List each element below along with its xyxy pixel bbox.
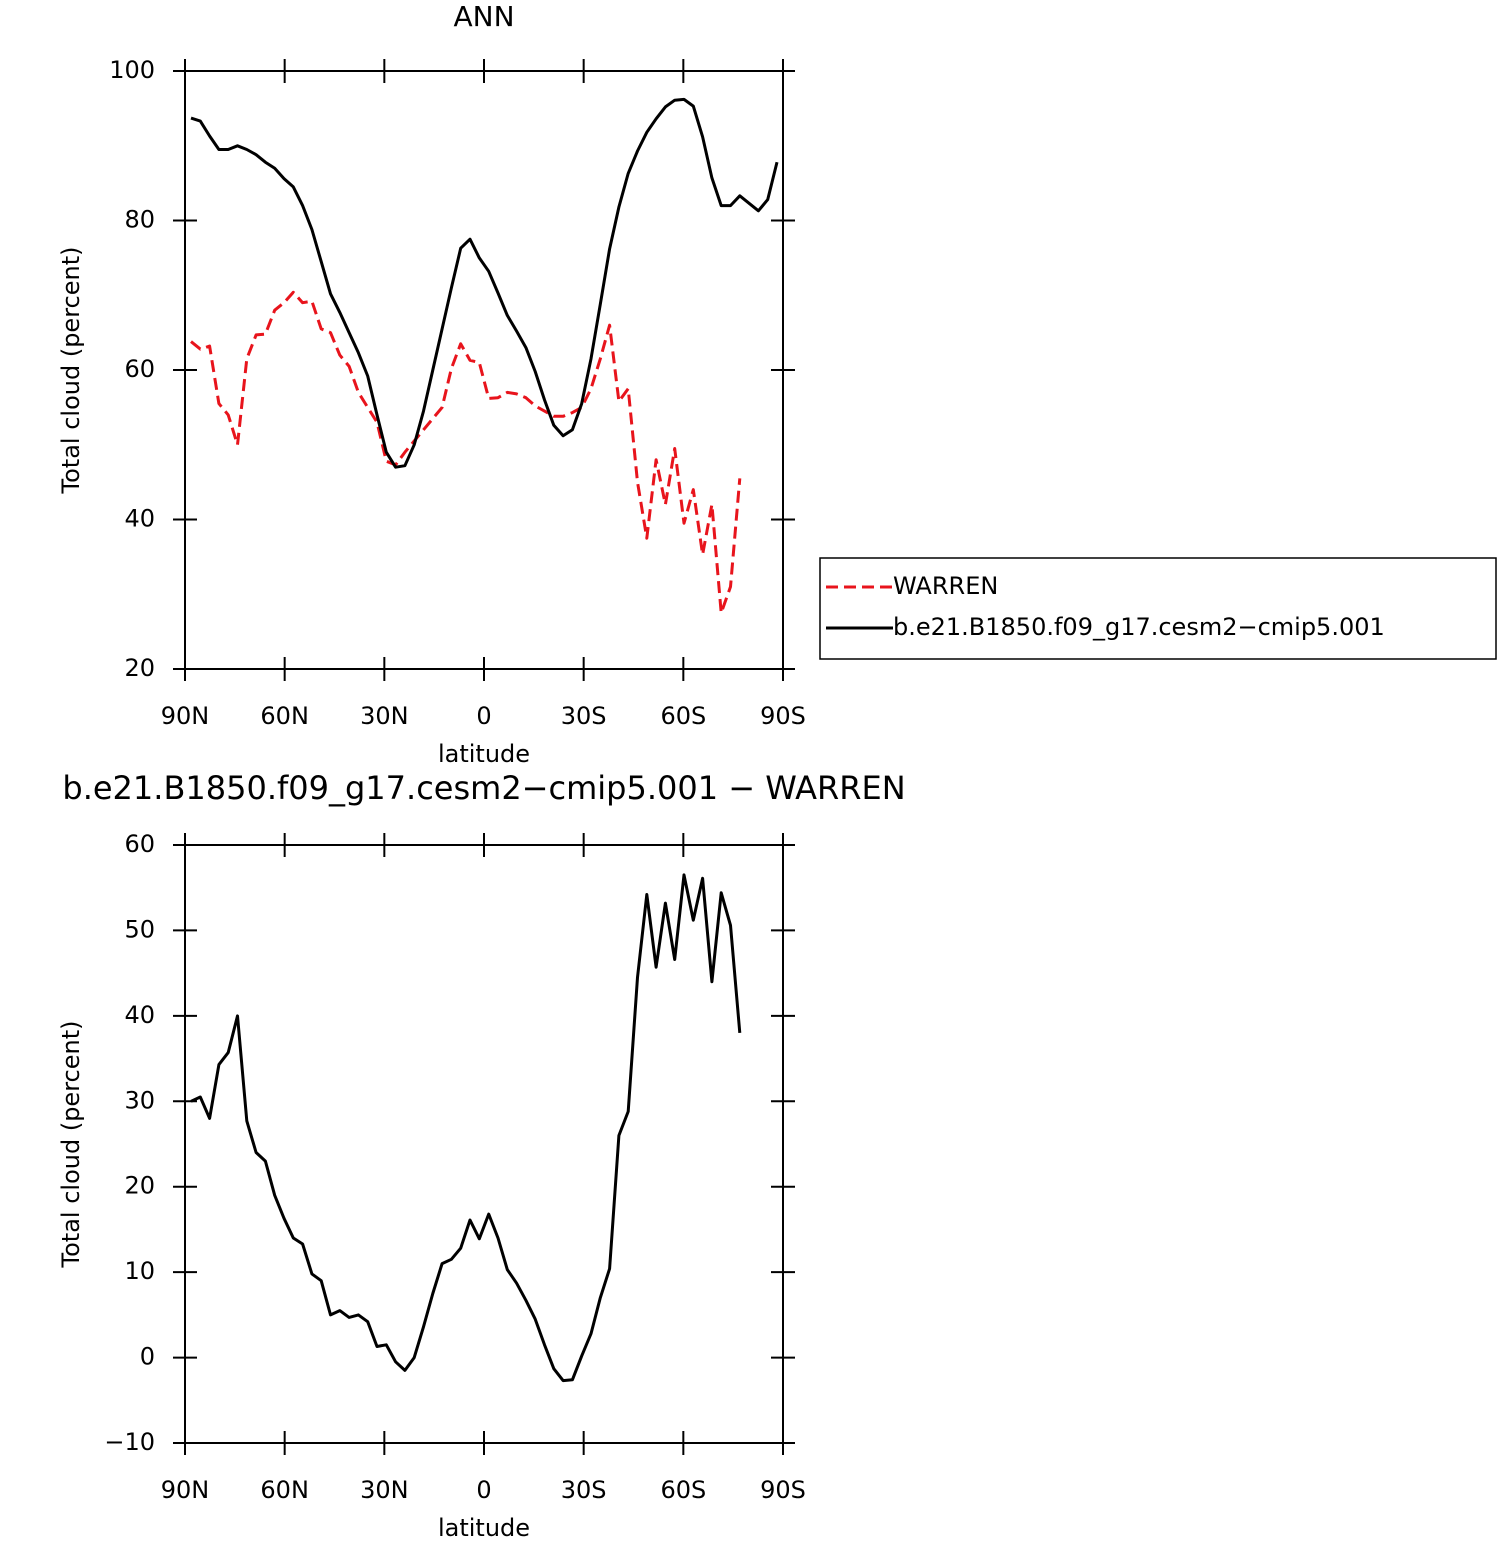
legend-label: b.e21.B1850.f09_g17.cesm2−cmip5.001: [893, 613, 1385, 641]
x-tick-label: 30S: [561, 702, 607, 730]
y-tick-label: 0: [140, 1343, 155, 1371]
y-axis-label: Total cloud (percent): [57, 247, 85, 495]
x-axis-label: latitude: [438, 740, 530, 768]
x-tick-label: 30N: [360, 1476, 409, 1504]
x-tick-label: 30S: [561, 1476, 607, 1504]
x-tick-label: 60S: [660, 1476, 706, 1504]
y-axis-label: Total cloud (percent): [57, 1021, 85, 1269]
data-line: [190, 97, 779, 469]
x-tick-label: 0: [476, 702, 491, 730]
y-tick-label: 60: [124, 355, 155, 383]
y-tick-label: 50: [124, 915, 155, 943]
x-tick-label: 90N: [161, 702, 210, 730]
chart-title: b.e21.B1850.f09_g17.cesm2−cmip5.001 − WA…: [62, 769, 905, 807]
y-tick-label: 20: [124, 654, 155, 682]
chart-title: ANN: [453, 0, 514, 33]
y-tick-label: 100: [109, 56, 155, 84]
x-tick-label: 0: [476, 1476, 491, 1504]
x-tick-label: 30N: [360, 702, 409, 730]
x-axis-label: latitude: [438, 1514, 530, 1542]
y-tick-label: −10: [104, 1428, 155, 1456]
y-tick-label: 10: [124, 1257, 155, 1285]
x-tick-label: 90N: [161, 1476, 210, 1504]
legend-box: [819, 557, 1497, 660]
y-tick-label: 60: [124, 830, 155, 858]
x-tick-label: 60N: [260, 1476, 309, 1504]
legend-label: WARREN: [893, 572, 998, 600]
data-line: [190, 290, 742, 615]
plot-frame: [184, 70, 784, 670]
y-tick-label: 20: [124, 1172, 155, 1200]
x-tick-label: 60N: [260, 702, 309, 730]
y-tick-label: 40: [124, 1001, 155, 1029]
y-tick-label: 40: [124, 505, 155, 533]
y-tick-label: 30: [124, 1086, 155, 1114]
data-line: [190, 873, 742, 1383]
x-tick-label: 60S: [660, 702, 706, 730]
y-tick-label: 80: [124, 206, 155, 234]
x-tick-label: 90S: [760, 1476, 806, 1504]
plot-frame: [184, 844, 784, 1444]
x-tick-label: 90S: [760, 702, 806, 730]
